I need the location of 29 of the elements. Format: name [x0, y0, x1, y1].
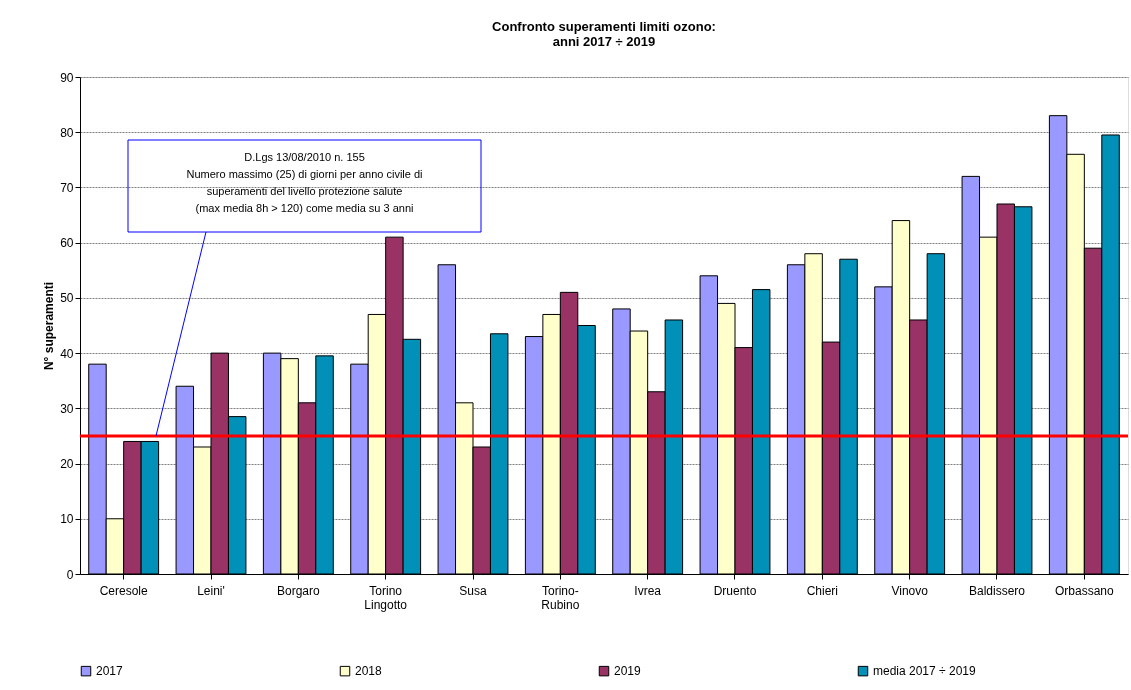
x-tick-label: Orbassano — [1054, 583, 1115, 598]
x-tick-label: Susa — [459, 583, 487, 598]
x-tick-label: Baldissero — [968, 583, 1026, 598]
x-tick-label: Druento — [713, 583, 757, 598]
x-tick-label: Vinovo — [891, 583, 929, 598]
chart-title: Confronto superamenti limiti ozono: anni 2017 ÷ 2019 — [492, 19, 716, 49]
x-tick-label: Ivrea — [634, 583, 662, 598]
annotation: D.Lgs 13/08/2010 n. 155 Numero massimo (25) di giorni per anno civile di superamenti del livello protezione salute (max media 8h > 120) come media su 3 anni — [186, 151, 423, 214]
y-tick-label: 30 — [60, 401, 74, 416]
legend-label: media 2017 ÷ 2019 — [873, 664, 976, 679]
y-tick-label: 50 — [60, 291, 74, 306]
x-tick-label: Torino Lingotto — [364, 583, 408, 612]
y-tick-label: 70 — [60, 180, 74, 195]
x-tick-label: Leini' — [197, 583, 225, 598]
y-tick-label: 80 — [60, 125, 74, 140]
y-tick-label: 40 — [60, 346, 74, 361]
legend-label: 2018 — [355, 664, 383, 679]
x-tick-label: Torino-Rubino — [541, 583, 580, 612]
y-axis-title: N° superamenti — [42, 281, 57, 371]
x-tick-label: Borgaro — [276, 583, 320, 598]
x-tick-label: Chieri — [806, 583, 839, 598]
y-tick-label: 60 — [60, 236, 74, 251]
y-tick-label: 10 — [60, 512, 74, 527]
y-tick-label: 20 — [60, 457, 74, 472]
legend-label: 2019 — [614, 664, 642, 679]
y-tick-label: 90 — [60, 70, 74, 85]
legend-label: 2017 — [96, 664, 124, 679]
y-tick-label: 0 — [66, 567, 74, 582]
x-tick-label: Ceresole — [99, 583, 148, 598]
